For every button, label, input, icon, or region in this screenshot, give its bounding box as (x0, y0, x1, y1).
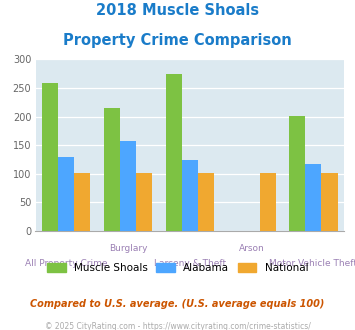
Text: Motor Vehicle Theft: Motor Vehicle Theft (269, 259, 355, 268)
Legend: Muscle Shoals, Alabama, National: Muscle Shoals, Alabama, National (45, 261, 310, 275)
Text: All Property Crime: All Property Crime (25, 259, 108, 268)
Text: Arson: Arson (239, 244, 264, 253)
Bar (75, 173, 91, 231)
Bar (58, 157, 75, 231)
Bar (120, 141, 136, 231)
Text: Compared to U.S. average. (U.S. average equals 100): Compared to U.S. average. (U.S. average … (30, 299, 325, 309)
Bar (182, 160, 198, 231)
Bar (166, 74, 182, 231)
Text: Property Crime Comparison: Property Crime Comparison (63, 33, 292, 48)
Text: Burglary: Burglary (109, 244, 147, 253)
Bar (305, 163, 322, 231)
Bar (104, 108, 120, 231)
Text: © 2025 CityRating.com - https://www.cityrating.com/crime-statistics/: © 2025 CityRating.com - https://www.city… (45, 322, 310, 330)
Bar (42, 83, 58, 231)
Text: 2018 Muscle Shoals: 2018 Muscle Shoals (96, 3, 259, 18)
Text: Larceny & Theft: Larceny & Theft (154, 259, 226, 268)
Bar (260, 173, 276, 231)
Bar (322, 173, 338, 231)
Bar (136, 173, 152, 231)
Bar (198, 173, 214, 231)
Bar (289, 116, 305, 231)
